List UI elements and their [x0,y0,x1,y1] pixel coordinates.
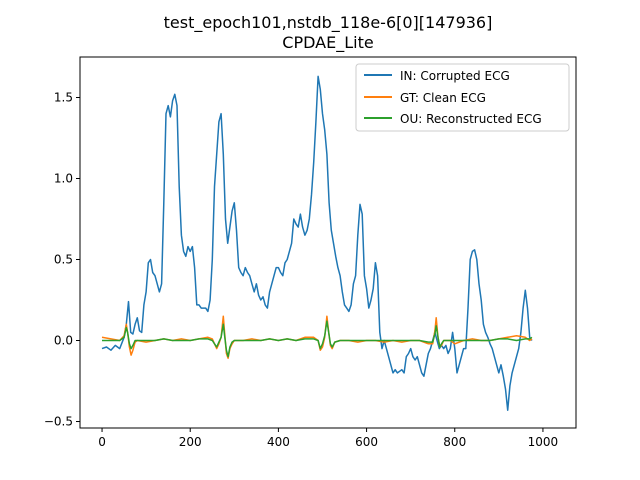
y-axis: −0.5 0.0 0.5 1.0 1.5 [44,91,80,429]
y-tick-label: 1.5 [54,91,73,105]
series-line-corrupted [101,75,533,411]
x-tick-label: 800 [443,435,466,449]
x-axis: 0 200 400 600 800 1000 [98,428,558,449]
legend-label-reconstructed: OU: Reconstructed ECG [400,112,542,126]
y-tick-label: 0.5 [54,253,73,267]
y-tick-label: 1.0 [54,172,73,186]
y-tick-label: −0.5 [44,415,73,429]
legend: IN: Corrupted ECG GT: Clean ECG OU: Reco… [355,63,570,132]
plot-area-frame [79,56,577,429]
x-tick-label: 1000 [528,435,559,449]
series-line-reconstructed [102,320,533,358]
series-layer [101,75,533,411]
legend-label-clean: GT: Clean ECG [400,91,486,105]
x-tick-label: 200 [179,435,202,449]
x-tick-label: 400 [267,435,290,449]
x-tick-label: 0 [98,435,106,449]
chart-title: test_epoch101,nstdb_118e-6[0][147936] [164,13,493,33]
legend-label-corrupted: IN: Corrupted ECG [400,69,510,83]
y-tick-label: 0.0 [54,334,73,348]
legend-box [355,63,570,132]
chart-subtitle: CPDAE_Lite [282,33,373,53]
x-tick-label: 600 [355,435,378,449]
